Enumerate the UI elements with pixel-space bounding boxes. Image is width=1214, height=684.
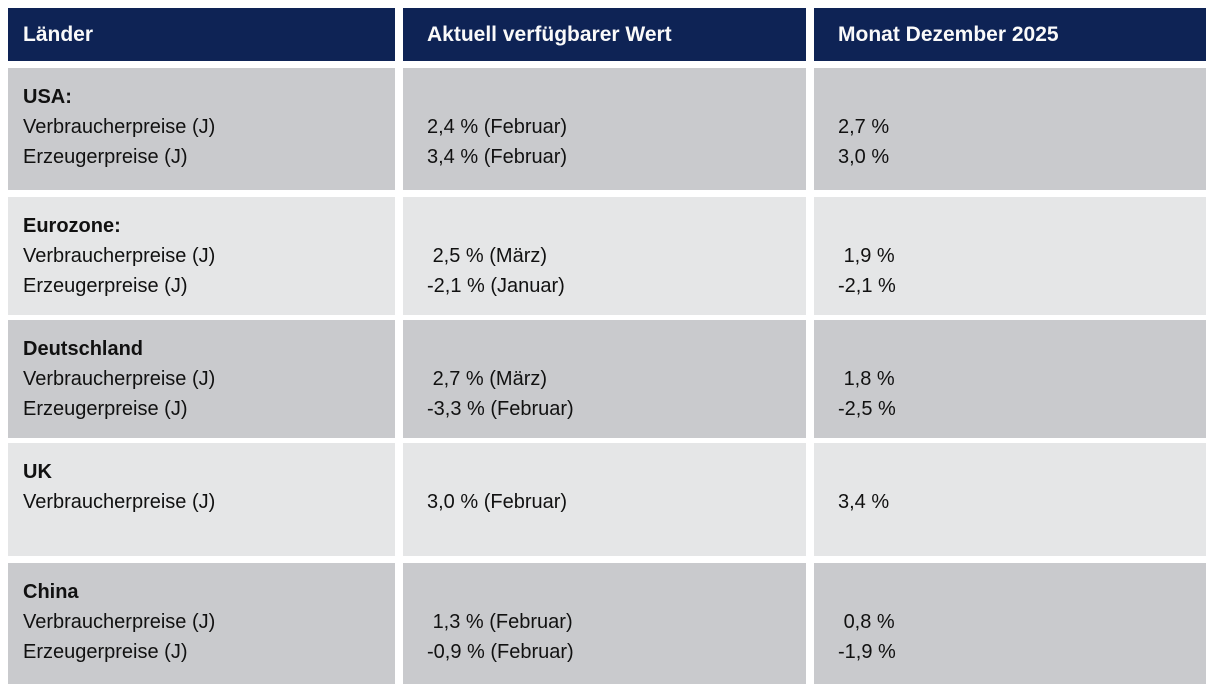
metric-label: Verbraucherpreise (J) [23, 116, 216, 139]
current-value: 2,4 % (Februar) [427, 116, 568, 139]
december-value: 3,0 % [838, 146, 890, 169]
country-name: Eurozone: [23, 215, 121, 238]
december-value: 0,8 % [838, 611, 895, 633]
table-row-eurozone: Eurozone: Verbraucherpreise (J) Erzeuger… [8, 197, 1206, 316]
table-header-row: Länder Aktuell verfügbarer Wert Monat De… [8, 8, 1206, 62]
december-value: 1,8 % [838, 368, 895, 391]
country-name: Deutschland [23, 338, 144, 361]
metric-label: Verbraucherpreise (J) [23, 611, 216, 633]
current-value-cell: 2,5 % (März) -2,1 % (Januar) [403, 197, 806, 316]
column-header-aktueller-wert: Aktuell verfügbarer Wert [403, 8, 806, 62]
metric-label: Verbraucherpreise (J) [23, 368, 216, 391]
metric-label: Erzeugerpreise (J) [23, 641, 188, 663]
country-cell: Eurozone: Verbraucherpreise (J) Erzeuger… [8, 197, 395, 316]
current-value: -2,1 % (Januar) [427, 275, 565, 298]
current-value: 3,0 % (Februar) [427, 491, 568, 513]
december-value-cell: 3,4 % [814, 443, 1206, 556]
metric-label: Erzeugerpreise (J) [23, 275, 188, 298]
december-value: -1,9 % [838, 641, 896, 663]
country-name: UK [23, 461, 52, 483]
current-value: -3,3 % (Februar) [427, 398, 574, 421]
country-cell: USA: Verbraucherpreise (J) Erzeugerpreis… [8, 68, 395, 191]
current-value: 1,3 % (Februar) [427, 611, 573, 633]
december-value: 2,7 % [838, 116, 890, 139]
current-value-cell: 1,3 % (Februar) -0,9 % (Februar) [403, 563, 806, 684]
current-value-cell: 2,4 % (Februar) 3,4 % (Februar) [403, 68, 806, 191]
table-row-usa: USA: Verbraucherpreise (J) Erzeugerpreis… [8, 68, 1206, 191]
december-value: 3,4 % [838, 491, 890, 513]
column-header-monat-dezember: Monat Dezember 2025 [814, 8, 1206, 62]
december-value-cell: 1,9 % -2,1 % [814, 197, 1206, 316]
metric-label: Erzeugerpreise (J) [23, 398, 188, 421]
current-value: 2,7 % (März) [427, 368, 548, 391]
current-value-cell: 3,0 % (Februar) [403, 443, 806, 556]
country-name: USA: [23, 86, 72, 109]
country-cell: China Verbraucherpreise (J) Erzeugerprei… [8, 563, 395, 684]
country-cell: UK Verbraucherpreise (J) [8, 443, 395, 556]
current-value: 2,5 % (März) [427, 245, 548, 268]
december-value: -2,1 % [838, 275, 896, 298]
current-value: -0,9 % (Februar) [427, 641, 574, 663]
table-row-uk: UK Verbraucherpreise (J) 3,0 % (Februar)… [8, 443, 1206, 556]
country-cell: Deutschland Verbraucherpreise (J) Erzeug… [8, 320, 395, 439]
metric-label: Erzeugerpreise (J) [23, 146, 188, 169]
december-value: 1,9 % [838, 245, 895, 268]
metric-label: Verbraucherpreise (J) [23, 245, 216, 268]
december-value-cell: 0,8 % -1,9 % [814, 563, 1206, 684]
metric-label: Verbraucherpreise (J) [23, 491, 216, 513]
december-value-cell: 2,7 % 3,0 % [814, 68, 1206, 191]
column-header-laender: Länder [8, 8, 395, 62]
country-name: China [23, 581, 79, 603]
table-row-deutschland: Deutschland Verbraucherpreise (J) Erzeug… [8, 320, 1206, 439]
current-value: 3,4 % (Februar) [427, 146, 568, 169]
current-value-cell: 2,7 % (März) -3,3 % (Februar) [403, 320, 806, 439]
table-row-china: China Verbraucherpreise (J) Erzeugerprei… [8, 563, 1206, 684]
december-value: -2,5 % [838, 398, 896, 421]
december-value-cell: 1,8 % -2,5 % [814, 320, 1206, 439]
